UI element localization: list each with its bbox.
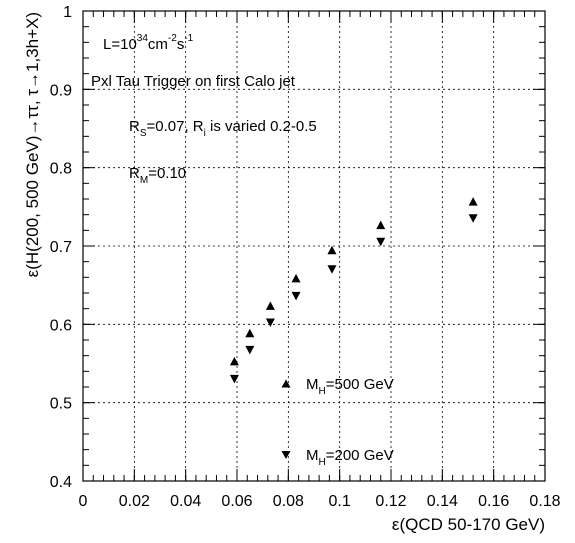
luminosity-annotation: L=1034cm-2s-1 [103, 33, 194, 53]
rm-subscript-m: M [140, 175, 148, 186]
rs-r: R [129, 118, 140, 135]
rs-middle: =0.07, R [147, 118, 204, 135]
legend-200-subscript: H [319, 457, 326, 468]
y-tick-label: 0.8 [50, 161, 72, 178]
point-mh200 [291, 291, 301, 301]
point-mh500 [245, 328, 255, 338]
point-mh500 [327, 245, 337, 255]
point-mh200 [229, 374, 239, 384]
rm-annotation: RM=0.10 [129, 165, 186, 186]
trigger-annotation: Pxl Tau Trigger on first Calo jet [91, 73, 296, 90]
legend-500-subscript: H [319, 386, 326, 397]
point-mh200 [245, 345, 255, 355]
x-tick-label: 0.18 [529, 493, 560, 510]
point-mh500 [291, 273, 301, 283]
rs-annotation: RS=0.07, Ri is varied 0.2-0.5 [129, 118, 317, 139]
point-mh200 [376, 237, 386, 247]
legend-500-m: M [306, 376, 319, 393]
point-mh500 [265, 301, 275, 310]
grid-lines [83, 11, 545, 481]
x-tick-label: 0.14 [427, 493, 458, 510]
rs-subscript-i: i [204, 128, 206, 139]
luminosity-unit-s: s [177, 36, 185, 53]
legend-marker-triangle-down [281, 451, 291, 459]
rs-subscript-s: S [140, 128, 147, 139]
plot-frame [82, 10, 546, 482]
rm-tail: =0.10 [148, 165, 186, 182]
point-mh200 [265, 318, 275, 327]
x-tick-label: 0.1 [329, 493, 351, 510]
point-mh500 [468, 197, 478, 206]
y-tick-label: 0.6 [50, 317, 72, 334]
legend: MH=500 GeV MH=200 GeV [281, 376, 394, 468]
x-tick-label: 0 [79, 493, 88, 510]
luminosity-unit-cm: cm [148, 36, 168, 53]
point-mh200 [468, 214, 478, 223]
y-tick-label: 0.4 [50, 474, 72, 491]
y-tick-labels: 0.4 0.5 0.6 0.7 0.8 0.9 1 [50, 4, 72, 491]
x-tick-label: 0.12 [375, 493, 406, 510]
rs-tail: is varied 0.2-0.5 [206, 118, 317, 135]
legend-marker-triangle-up [281, 379, 291, 388]
luminosity-exponent-3: -1 [184, 33, 193, 44]
x-tick-label: 0.08 [273, 493, 304, 510]
x-tick-labels: 0 0.02 0.04 0.06 0.08 0.1 0.12 0.14 0.16 0.18 [79, 493, 561, 510]
x-tick-label: 0.16 [478, 493, 509, 510]
y-axis-title: ε(H(200, 500 GeV)→ττ, τ→1,3h+X) [23, 12, 42, 277]
x-tick-label: 0.02 [119, 493, 150, 510]
x-tick-label: 0.06 [221, 493, 252, 510]
rm-r: R [129, 165, 140, 182]
luminosity-exponent-2: -2 [168, 33, 177, 44]
y-tick-label: 0.9 [50, 82, 72, 99]
legend-label-500: MH=500 GeV [306, 376, 394, 397]
x-axis-title: ε(QCD 50-170 GeV) [392, 515, 545, 534]
luminosity-prefix: L=10 [103, 36, 137, 53]
point-mh200 [327, 265, 337, 274]
luminosity-exponent: 34 [137, 33, 149, 44]
x-tick-label: 0.04 [170, 493, 201, 510]
y-tick-label: 1 [63, 4, 72, 21]
point-mh500 [376, 220, 386, 230]
point-mh500 [229, 356, 239, 366]
legend-label-200: MH=200 GeV [306, 447, 394, 468]
y-tick-label: 0.7 [50, 239, 72, 256]
data-points [229, 197, 478, 384]
y-tick-label: 0.5 [50, 396, 72, 413]
legend-200-m: M [306, 447, 319, 464]
legend-500-tail: =500 GeV [326, 376, 394, 393]
legend-200-tail: =200 GeV [326, 447, 394, 464]
